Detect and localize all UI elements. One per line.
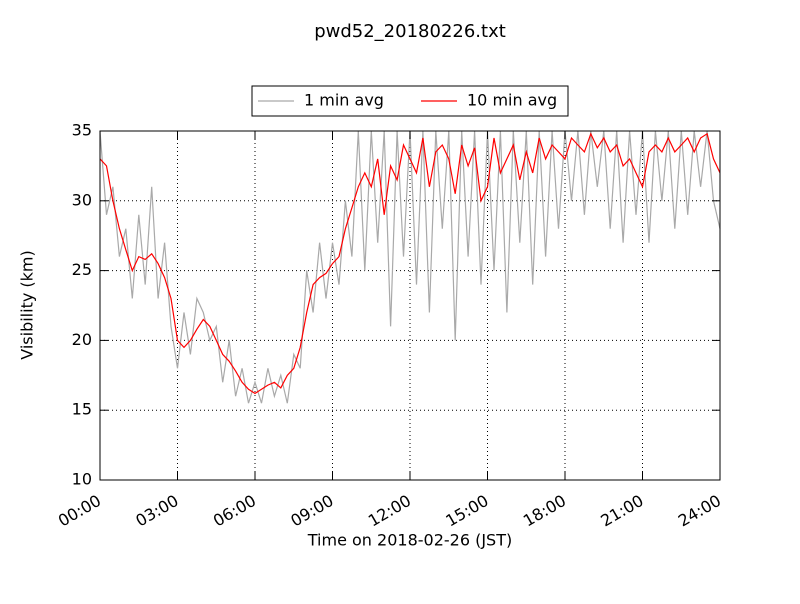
- chart-title: pwd52_20180226.txt: [314, 21, 506, 42]
- y-tick-label: 25: [72, 260, 92, 279]
- legend-box: [251, 85, 569, 117]
- y-tick-label: 35: [72, 121, 92, 140]
- y-tick-label: 20: [72, 330, 92, 349]
- data-line: [99, 132, 721, 395]
- x-axis-label: Time on 2018-02-26 (JST): [307, 531, 512, 550]
- y-axis-label: Visibility (km): [18, 250, 37, 359]
- legend: 1 min avg 10 min avg: [251, 85, 569, 117]
- legend-label: 10 min avg: [467, 91, 557, 110]
- y-tick-label: 15: [72, 400, 92, 419]
- legend-label: 1 min avg: [304, 91, 384, 110]
- y-tick-label: 10: [72, 470, 92, 489]
- y-tick-label: 30: [72, 190, 92, 209]
